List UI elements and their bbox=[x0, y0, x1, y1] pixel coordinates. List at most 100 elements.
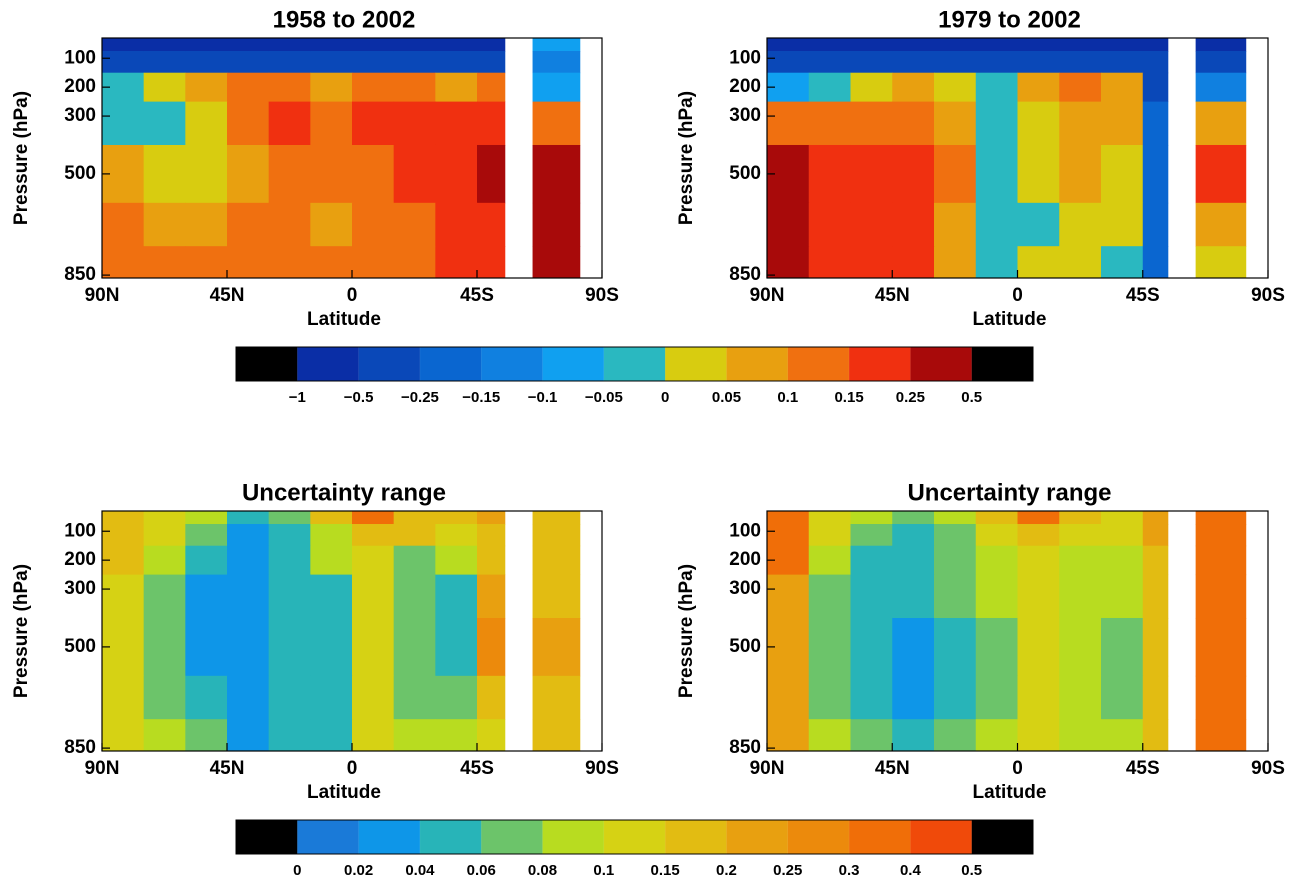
contour-cell bbox=[477, 202, 506, 247]
colorbar-label: 0 bbox=[661, 389, 669, 406]
contour-cell bbox=[310, 38, 353, 52]
y-tick-label: 100 bbox=[729, 47, 761, 68]
colorbar-box bbox=[971, 347, 1034, 381]
contour-cell bbox=[1195, 202, 1247, 247]
contour-cell bbox=[850, 511, 893, 525]
x-tick-label: 45S bbox=[460, 285, 494, 306]
contour-cell bbox=[310, 545, 353, 576]
contour-cell bbox=[1059, 511, 1102, 525]
colorbar-box bbox=[358, 347, 421, 381]
contour-cell bbox=[1101, 574, 1144, 619]
colorbar-box bbox=[849, 820, 911, 854]
contour-cell bbox=[808, 51, 851, 74]
contour-cell bbox=[850, 524, 893, 547]
contour-cell bbox=[435, 51, 478, 74]
contour-cell bbox=[1059, 202, 1102, 247]
colorbar-label: 0.02 bbox=[344, 862, 373, 879]
colorbar-box bbox=[971, 820, 1034, 854]
x-tick-label: 0 bbox=[347, 758, 358, 779]
contour-cell bbox=[975, 617, 1018, 677]
contour-cell bbox=[185, 144, 228, 204]
contour-cell bbox=[1142, 719, 1169, 752]
x-tick-label: 90S bbox=[585, 758, 619, 779]
colorbar-label: 0.5 bbox=[961, 862, 982, 879]
contour-cell bbox=[892, 574, 935, 619]
y-tick-label: 200 bbox=[64, 76, 96, 97]
contour-cell bbox=[767, 202, 810, 247]
colorbar-box bbox=[726, 347, 789, 381]
contour-cell bbox=[185, 101, 228, 146]
contour-cell bbox=[1195, 545, 1247, 576]
contour-cell bbox=[268, 144, 311, 204]
contour-cell bbox=[892, 51, 935, 74]
contour-cell bbox=[1101, 101, 1144, 146]
panel-title: 1958 to 2002 bbox=[273, 6, 416, 33]
contour-cell bbox=[435, 511, 478, 525]
contour-cell bbox=[532, 144, 581, 204]
contour-cell bbox=[1142, 101, 1169, 146]
contour-cell bbox=[352, 574, 395, 619]
contour-cell bbox=[143, 38, 186, 52]
x-axis-label: Latitude bbox=[973, 309, 1047, 330]
contour-cell bbox=[934, 38, 977, 52]
contour-cell bbox=[532, 202, 581, 247]
contour-cell bbox=[1195, 38, 1247, 52]
x-tick-label: 90S bbox=[1251, 758, 1285, 779]
contour-cell bbox=[1142, 675, 1169, 720]
x-tick-label: 0 bbox=[347, 285, 358, 306]
contour-cell bbox=[477, 675, 506, 720]
contour-cell bbox=[934, 675, 977, 720]
colorbar-frame bbox=[235, 346, 1034, 382]
contour-cell bbox=[975, 144, 1018, 204]
colorbar-box bbox=[910, 820, 973, 854]
colorbar-box bbox=[787, 820, 850, 854]
contour-cell bbox=[934, 202, 977, 247]
contour-cell bbox=[477, 101, 506, 146]
contour-cell bbox=[1142, 574, 1169, 619]
contour-cell bbox=[1017, 51, 1060, 74]
contour-cell bbox=[975, 51, 1018, 74]
colorbar-label: −1 bbox=[289, 389, 306, 406]
colorbar-box bbox=[665, 820, 727, 854]
x-tick-label: 90N bbox=[750, 758, 785, 779]
colorbar-box bbox=[726, 820, 789, 854]
x-axis-label: Latitude bbox=[307, 309, 381, 330]
contour-cell bbox=[1059, 524, 1102, 547]
contour-cell bbox=[227, 72, 270, 103]
contour-cell bbox=[393, 38, 436, 52]
y-tick-label: 300 bbox=[64, 578, 96, 599]
contour-cell bbox=[310, 675, 353, 720]
contour-cell bbox=[435, 101, 478, 146]
contour-cell bbox=[767, 524, 810, 547]
contour-cell bbox=[393, 675, 436, 720]
colorbar-box bbox=[665, 347, 727, 381]
contour-cell bbox=[435, 719, 478, 752]
colorbar-box bbox=[236, 347, 298, 381]
contour-cell bbox=[102, 101, 145, 146]
contour-cell bbox=[1195, 51, 1247, 74]
contour-cell bbox=[767, 101, 810, 146]
colorbar-label: 0.06 bbox=[467, 862, 496, 879]
panel-title: Uncertainty range bbox=[242, 479, 446, 506]
contour-cell bbox=[477, 246, 506, 279]
x-tick-label: 90S bbox=[585, 285, 619, 306]
contour-cell bbox=[808, 246, 851, 279]
contour-cell bbox=[393, 574, 436, 619]
contour-cell bbox=[1101, 72, 1144, 103]
contour-cell bbox=[892, 72, 935, 103]
contour-cell bbox=[143, 202, 186, 247]
x-tick-label: 0 bbox=[1012, 285, 1023, 306]
contour-cell bbox=[975, 72, 1018, 103]
contour-cell bbox=[934, 574, 977, 619]
contour-cell bbox=[1059, 719, 1102, 752]
contour-cell bbox=[975, 202, 1018, 247]
contour-cell bbox=[310, 719, 353, 752]
colorbar-label: 0.15 bbox=[651, 862, 680, 879]
contour-cell bbox=[850, 72, 893, 103]
contour-cell bbox=[352, 144, 395, 204]
contour-cell bbox=[934, 511, 977, 525]
contour-cell bbox=[435, 72, 478, 103]
contour-cell bbox=[477, 72, 506, 103]
colorbar-box bbox=[236, 820, 298, 854]
